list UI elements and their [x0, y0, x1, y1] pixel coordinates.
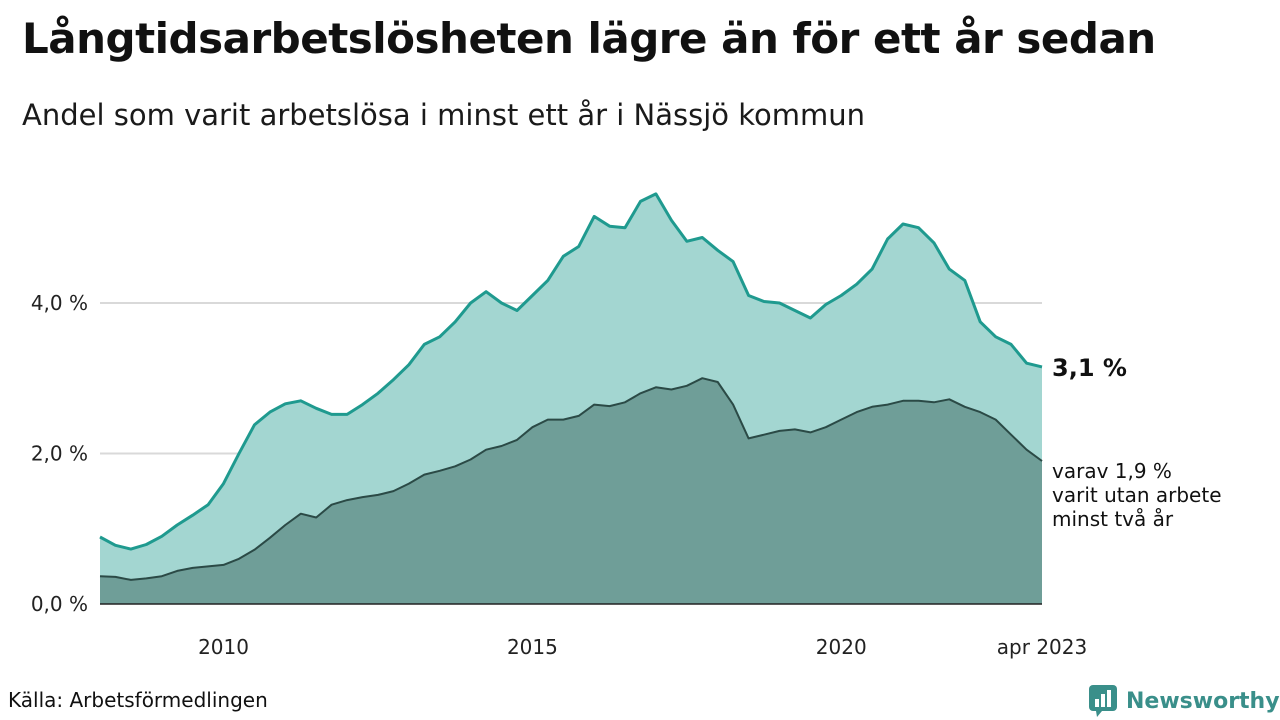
newsworthy-logo-icon — [1089, 685, 1117, 717]
y-tick-label: 0,0 % — [31, 592, 88, 616]
lower-series-end-label-line-1: varav 1,9 % — [1052, 459, 1172, 483]
chart-subtitle: Andel som varit arbetslösa i minst ett å… — [22, 98, 865, 132]
source-note: Källa: Arbetsförmedlingen — [8, 688, 268, 712]
y-tick-label: 4,0 % — [31, 291, 88, 315]
lower-series-line — [99, 377, 1043, 581]
x-tick-label: 2010 — [198, 635, 249, 659]
brand-name: Newsworthy — [1126, 688, 1280, 714]
lower-series-end-label-line-3: minst två år — [1052, 507, 1174, 531]
x-axis-ticks: 2010 2015 2020 apr 2023 — [198, 635, 1087, 659]
area-chart: 0,0 % 2,0 % 4,0 % 2010 2015 2020 apr 2023 3,1… — [31, 192, 1222, 659]
x-tick-label: 2020 — [816, 635, 867, 659]
brand-logo: Newsworthy — [1088, 684, 1280, 718]
lower-series-end-label-line-2: varit utan arbete — [1052, 483, 1222, 507]
y-tick-label: 2,0 % — [31, 441, 88, 465]
chart-title: Långtidsarbetslösheten lägre än för ett … — [22, 14, 1156, 63]
y-axis-ticks: 0,0 % 2,0 % 4,0 % — [31, 291, 88, 616]
upper-series-end-label: 3,1 % — [1052, 354, 1127, 382]
upper-series-line — [99, 192, 1043, 551]
x-tick-label: apr 2023 — [997, 635, 1087, 659]
lower-series-area — [100, 378, 1042, 604]
x-tick-label: 2015 — [507, 635, 558, 659]
